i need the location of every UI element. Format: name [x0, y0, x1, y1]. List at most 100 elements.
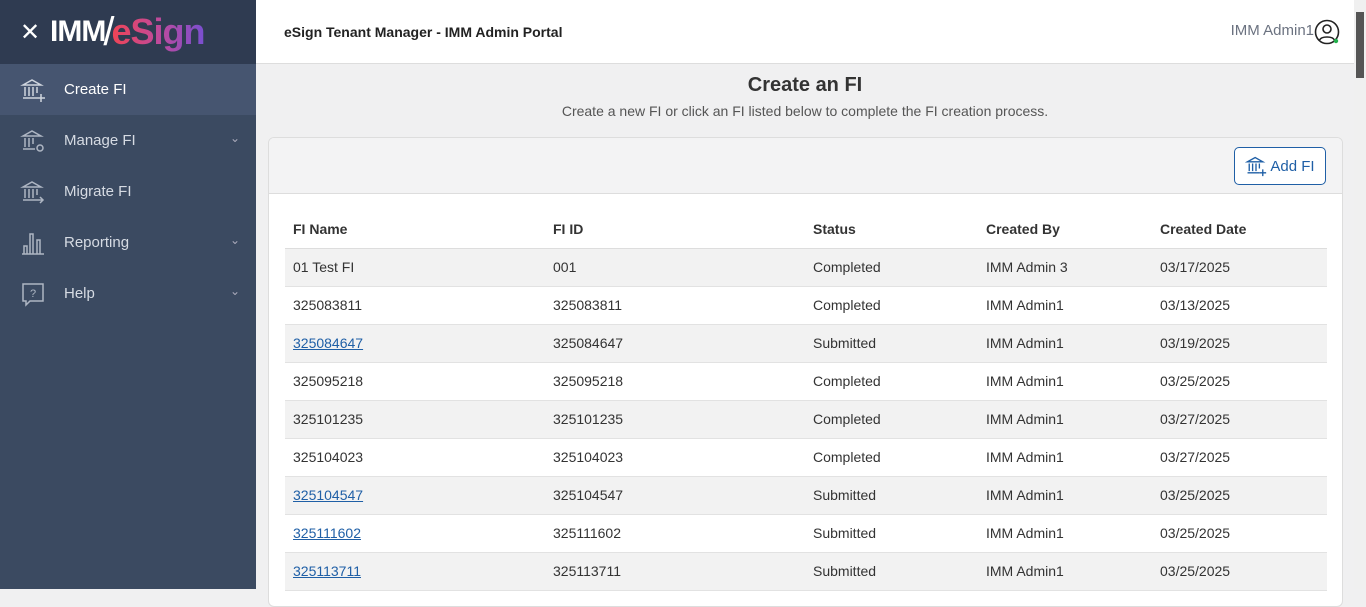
- cell-created-by: IMM Admin1: [978, 476, 1152, 515]
- table-row: 325101235 325101235 Completed IMM Admin1 03/…: [285, 400, 1327, 439]
- table-row[interactable]: 325084647 325084647 Submitted IMM Admin1 03/…: [285, 324, 1327, 363]
- cell-created-by: IMM Admin1: [978, 552, 1152, 591]
- fi-name: 325083811: [293, 297, 363, 313]
- chevron-down-icon[interactable]: ⌄: [229, 131, 240, 145]
- bank-plus-icon: [1245, 156, 1267, 177]
- cell-fi-name: 325084647: [285, 324, 545, 363]
- top-bar: eSign Tenant Manager - IMM Admin Portal …: [256, 0, 1354, 64]
- cell-status: Submitted: [805, 552, 978, 591]
- table-row: 01 Test FI 001 Completed IMM Admin 3 03/17/2…: [285, 248, 1327, 287]
- close-icon[interactable]: ✕: [20, 18, 41, 46]
- svg-text:?: ?: [30, 288, 36, 300]
- fi-name: 325095218: [293, 373, 364, 389]
- cell-fi-id: 325083811: [545, 286, 805, 325]
- scrollbar[interactable]: [1354, 0, 1366, 589]
- chevron-down-icon[interactable]: ⌄: [229, 233, 240, 247]
- cell-fi-name: 325111602: [285, 514, 545, 553]
- cell-fi-id: 325084647: [545, 324, 805, 363]
- sidebar-item-label: Reporting: [64, 234, 130, 251]
- cell-created-date: 03/25/2025: [1152, 362, 1327, 401]
- cell-created-by: IMM Admin1: [978, 324, 1152, 363]
- table-row[interactable]: 325113711 325113711 Submitted IMM Admin1 03/…: [285, 552, 1327, 591]
- help-bubble-icon: ?: [22, 282, 44, 307]
- fi-name-link[interactable]: 325104547: [293, 487, 364, 503]
- cell-created-by: IMM Admin1: [978, 400, 1152, 439]
- bar-chart-icon: [22, 232, 44, 255]
- cell-status: Completed: [805, 286, 978, 325]
- cell-fi-name: 325095218: [285, 362, 545, 401]
- sidebar-item-label: Create FI: [64, 81, 127, 98]
- cell-created-date: 03/25/2025: [1152, 476, 1327, 515]
- page-title: Create an FI: [747, 74, 863, 96]
- bank-arrow-icon: [20, 180, 45, 204]
- cell-fi-name: 325104023: [285, 438, 545, 477]
- cell-created-date: 03/25/2025: [1152, 514, 1327, 553]
- table-row: 325104023 325104023 Completed IMM Admin1 03/…: [285, 438, 1327, 477]
- imm-esign-logo: IMM / eSign: [50, 9, 205, 54]
- column-header[interactable]: Status: [805, 210, 978, 249]
- table-row: 325095218 325095218 Completed IMM Admin1 03/…: [285, 362, 1327, 401]
- cell-created-date: 03/27/2025: [1152, 438, 1327, 477]
- sidebar-item-reporting[interactable]: Reporting ⌄: [0, 217, 256, 268]
- column-header[interactable]: FI Name: [285, 210, 545, 249]
- user-avatar-icon[interactable]: [1314, 19, 1340, 45]
- cell-fi-id: 325095218: [545, 362, 805, 401]
- fi-name-link[interactable]: 325111602: [293, 525, 361, 541]
- cell-status: Submitted: [805, 476, 978, 515]
- cell-fi-id: 001: [545, 248, 805, 287]
- cell-fi-name: 325083811: [285, 286, 545, 325]
- sidebar-item-label: Migrate FI: [64, 183, 132, 200]
- fi-table: FI Name FI ID Status Created By Created Date…: [285, 210, 1327, 591]
- fi-name: 325101235: [293, 411, 364, 427]
- fi-name: 325104023: [293, 449, 364, 465]
- cell-status: Completed: [805, 362, 978, 401]
- column-header[interactable]: Created By: [978, 210, 1152, 249]
- scrollbar-thumb[interactable]: [1356, 12, 1364, 78]
- sidebar-item-label: Manage FI: [64, 132, 136, 149]
- sidebar-item-migrate-fi[interactable]: Migrate FI: [0, 166, 256, 217]
- cell-status: Submitted: [805, 324, 978, 363]
- cell-fi-name: 01 Test FI: [285, 248, 545, 287]
- cell-fi-name: 325101235: [285, 400, 545, 439]
- cell-created-by: IMM Admin1: [978, 362, 1152, 401]
- table-row[interactable]: 325104547 325104547 Submitted IMM Admin1 03/…: [285, 476, 1327, 515]
- cell-status: Submitted: [805, 514, 978, 553]
- app-title: eSign Tenant Manager - IMM Admin Portal: [284, 24, 563, 40]
- fi-name-link[interactable]: 325084647: [293, 335, 364, 351]
- sidebar-header: ✕ IMM / eSign: [0, 0, 256, 64]
- cell-created-date: 03/27/2025: [1152, 400, 1327, 439]
- cell-fi-id: 325101235: [545, 400, 805, 439]
- fi-name: 01 Test FI: [293, 259, 355, 275]
- cell-created-date: 03/25/2025: [1152, 552, 1327, 591]
- user-name[interactable]: IMM Admin1: [1230, 22, 1314, 39]
- cell-status: Completed: [805, 400, 978, 439]
- cell-fi-name: 325104547: [285, 476, 545, 515]
- fi-list-card: Add FI FI Name FI ID Status Created By Creat…: [268, 137, 1343, 607]
- cell-created-date: 03/19/2025: [1152, 324, 1327, 363]
- cell-status: Completed: [805, 438, 978, 477]
- sidebar-item-create-fi[interactable]: Create FI: [0, 64, 256, 115]
- cell-fi-name: 325113711: [285, 552, 545, 591]
- add-fi-button[interactable]: Add FI: [1234, 147, 1326, 185]
- cell-created-date: 03/17/2025: [1152, 248, 1327, 287]
- cell-created-by: IMM Admin1: [978, 438, 1152, 477]
- fi-name-link[interactable]: 325113711: [293, 563, 361, 579]
- card-header: Add FI: [269, 138, 1342, 194]
- sidebar: ✕ IMM / eSign Create FI Manage FI ⌄ Migrate F…: [0, 0, 256, 589]
- cell-fi-id: 325104023: [545, 438, 805, 477]
- table-row: 325083811 325083811 Completed IMM Admin1 03/…: [285, 286, 1327, 325]
- sidebar-item-help[interactable]: ? Help ⌄: [0, 268, 256, 319]
- table-row[interactable]: 325111602 325111602 Submitted IMM Admin1 03/…: [285, 514, 1327, 553]
- cell-created-by: IMM Admin1: [978, 514, 1152, 553]
- column-header[interactable]: Created Date: [1152, 210, 1327, 249]
- cell-created-by: IMM Admin 3: [978, 248, 1152, 287]
- page-subtitle: Create a new FI or click an FI listed be…: [561, 103, 1049, 119]
- cell-status: Completed: [805, 248, 978, 287]
- chevron-down-icon[interactable]: ⌄: [229, 284, 240, 298]
- column-header[interactable]: FI ID: [545, 210, 805, 249]
- cell-fi-id: 325113711: [545, 552, 805, 591]
- cell-created-by: IMM Admin1: [978, 286, 1152, 325]
- cell-fi-id: 325104547: [545, 476, 805, 515]
- bank-plus-icon: [20, 78, 45, 102]
- sidebar-item-manage-fi[interactable]: Manage FI ⌄: [0, 115, 256, 166]
